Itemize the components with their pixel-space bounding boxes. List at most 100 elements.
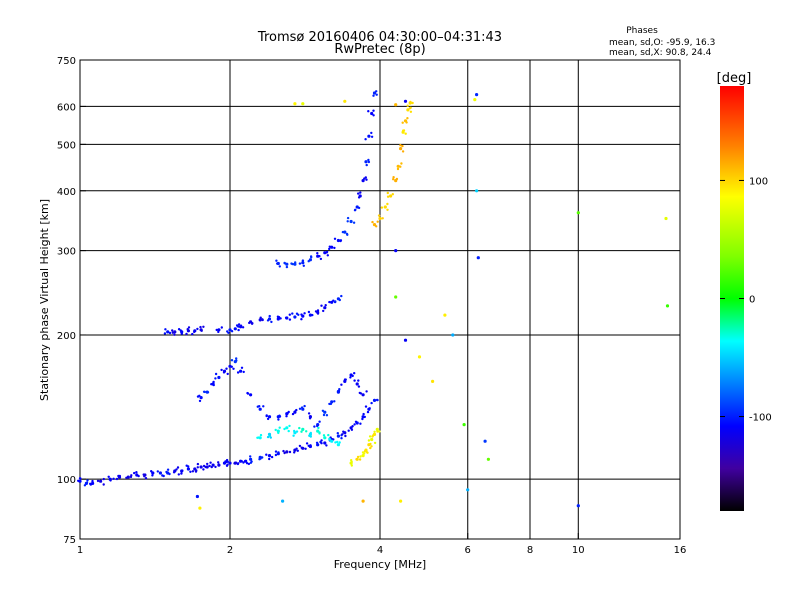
- echo-point: [328, 402, 331, 406]
- echo-point: [372, 91, 377, 95]
- echo-point: [316, 254, 320, 258]
- echo-point: [166, 468, 170, 471]
- y-tick-label: 75: [63, 535, 76, 546]
- echo-point: [323, 251, 327, 255]
- echo-point: [305, 442, 309, 445]
- echo-point: [316, 424, 319, 428]
- echo-point: [202, 325, 205, 328]
- echo-point: [293, 102, 297, 106]
- echo-point: [357, 196, 361, 199]
- echo-point: [230, 365, 233, 368]
- echo-point: [356, 455, 360, 459]
- echo-point: [336, 443, 340, 447]
- echo-point: [196, 466, 199, 469]
- echo-point: [395, 177, 399, 181]
- echo-point: [220, 326, 223, 329]
- echo-point: [364, 405, 368, 408]
- echo-point: [230, 330, 234, 333]
- y-tick-label: 200: [57, 331, 76, 342]
- echo-point: [369, 442, 372, 446]
- echo-point: [102, 483, 105, 486]
- echo-point: [202, 468, 205, 471]
- echo-point: [392, 176, 395, 179]
- echo-point: [324, 304, 327, 307]
- echo-point: [381, 217, 384, 220]
- echo-point: [291, 312, 294, 315]
- echo-point: [137, 474, 140, 478]
- echo-point: [316, 309, 320, 312]
- echo-point: [333, 400, 336, 403]
- echo-point: [265, 453, 268, 456]
- echo-point: [293, 315, 297, 319]
- echo-point: [417, 355, 422, 359]
- echo-point: [211, 463, 215, 467]
- echo-point: [249, 393, 252, 397]
- echo-point: [375, 398, 379, 402]
- echo-point: [259, 433, 263, 437]
- echo-point: [338, 388, 341, 391]
- echo-point: [173, 333, 176, 336]
- echo-point: [286, 412, 289, 415]
- grid-lines: [80, 60, 680, 539]
- echo-point: [233, 327, 237, 331]
- echo-point: [301, 261, 305, 265]
- echo-point: [261, 456, 264, 459]
- echo-point: [368, 407, 371, 410]
- echo-point: [222, 371, 226, 374]
- echo-point: [349, 219, 353, 224]
- echo-point: [334, 300, 337, 303]
- echo-point: [168, 472, 171, 476]
- x-tick-label: 10: [572, 545, 585, 556]
- echo-point: [177, 328, 181, 331]
- echo-point: [194, 470, 198, 473]
- echo-point: [370, 111, 374, 116]
- echo-point: [350, 428, 354, 431]
- echo-point: [281, 499, 285, 503]
- echo-point: [83, 484, 87, 487]
- echo-point: [226, 372, 229, 376]
- echo-point: [214, 465, 217, 469]
- x-tick-label: 8: [527, 545, 533, 556]
- echo-point: [298, 426, 301, 430]
- echo-point: [295, 408, 298, 412]
- echo-point: [363, 452, 366, 455]
- echo-point: [396, 167, 400, 171]
- echo-point: [230, 359, 234, 362]
- colorbar-ticks: 100 0 -100: [720, 176, 772, 424]
- echo-point: [327, 433, 330, 437]
- echo-point: [259, 316, 262, 319]
- echo-point: [336, 432, 339, 435]
- echo-point: [270, 455, 274, 459]
- chart-subtitle: RwPretec (8p): [334, 42, 425, 57]
- echo-point: [357, 192, 360, 195]
- echo-point: [340, 437, 343, 440]
- echo-point: [316, 443, 319, 447]
- echo-point: [483, 439, 487, 443]
- echo-point: [311, 313, 314, 317]
- echo-point: [227, 331, 230, 334]
- echo-point: [220, 368, 223, 372]
- echo-point: [307, 260, 310, 263]
- echo-point: [346, 220, 349, 223]
- echo-point: [187, 326, 191, 329]
- echo-point: [357, 206, 361, 210]
- echo-point: [317, 426, 320, 430]
- echo-point: [85, 481, 89, 484]
- echo-point: [206, 462, 209, 466]
- echo-point: [361, 393, 365, 397]
- echo-point: [109, 479, 112, 482]
- colorbar-tick-label: -100: [749, 413, 772, 424]
- echo-point: [375, 93, 378, 96]
- echo-point: [380, 206, 384, 209]
- echo-point: [401, 144, 404, 148]
- echo-point: [372, 223, 377, 227]
- echo-point: [277, 451, 280, 454]
- echo-point: [226, 460, 229, 463]
- echo-point: [168, 331, 172, 335]
- echo-point: [199, 396, 203, 400]
- echo-point: [276, 315, 280, 318]
- echo-point: [370, 131, 373, 135]
- echo-point: [293, 451, 296, 454]
- echo-point: [333, 246, 336, 250]
- echo-point: [215, 328, 218, 332]
